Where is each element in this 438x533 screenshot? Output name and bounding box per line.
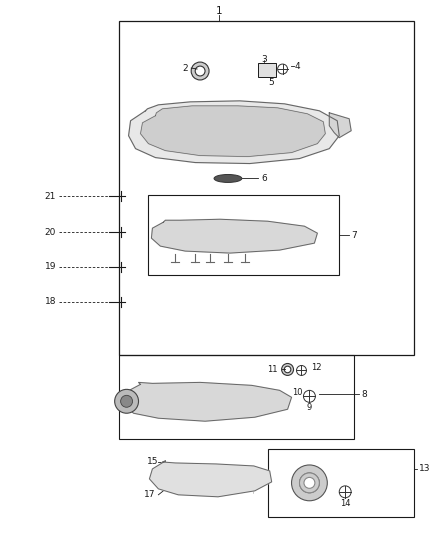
Text: 7: 7 xyxy=(351,231,357,240)
Bar xyxy=(148,196,339,275)
Circle shape xyxy=(284,366,291,373)
Ellipse shape xyxy=(214,174,242,182)
Text: 4: 4 xyxy=(294,61,300,70)
Circle shape xyxy=(300,473,319,493)
Text: 17: 17 xyxy=(144,490,155,499)
Text: 14: 14 xyxy=(340,499,350,508)
Circle shape xyxy=(115,389,138,413)
Polygon shape xyxy=(149,461,272,497)
Text: 8: 8 xyxy=(361,390,367,399)
Text: 19: 19 xyxy=(45,262,56,271)
Text: 11: 11 xyxy=(267,365,278,374)
Polygon shape xyxy=(124,382,292,421)
Bar xyxy=(268,449,414,516)
Circle shape xyxy=(282,364,293,375)
Polygon shape xyxy=(329,113,351,138)
Text: 1: 1 xyxy=(215,6,223,17)
Text: 9: 9 xyxy=(307,403,312,412)
Polygon shape xyxy=(141,106,325,157)
Polygon shape xyxy=(129,101,339,164)
Text: 12: 12 xyxy=(311,363,322,372)
Text: 20: 20 xyxy=(45,228,56,237)
Text: 15: 15 xyxy=(147,457,159,466)
Circle shape xyxy=(292,465,327,501)
Text: 18: 18 xyxy=(45,297,56,306)
Text: 2: 2 xyxy=(183,63,188,72)
Circle shape xyxy=(120,395,133,407)
Polygon shape xyxy=(152,219,318,253)
Circle shape xyxy=(191,62,209,80)
Text: 21: 21 xyxy=(45,192,56,201)
Text: 5: 5 xyxy=(268,78,274,87)
Bar xyxy=(258,63,276,77)
Bar xyxy=(119,21,414,354)
Bar xyxy=(119,354,354,439)
Text: 13: 13 xyxy=(419,464,430,473)
Circle shape xyxy=(300,473,319,492)
Circle shape xyxy=(195,66,205,76)
Circle shape xyxy=(304,478,315,488)
Text: 3: 3 xyxy=(261,54,267,63)
Text: 10: 10 xyxy=(292,388,303,397)
Text: 6: 6 xyxy=(262,174,268,183)
